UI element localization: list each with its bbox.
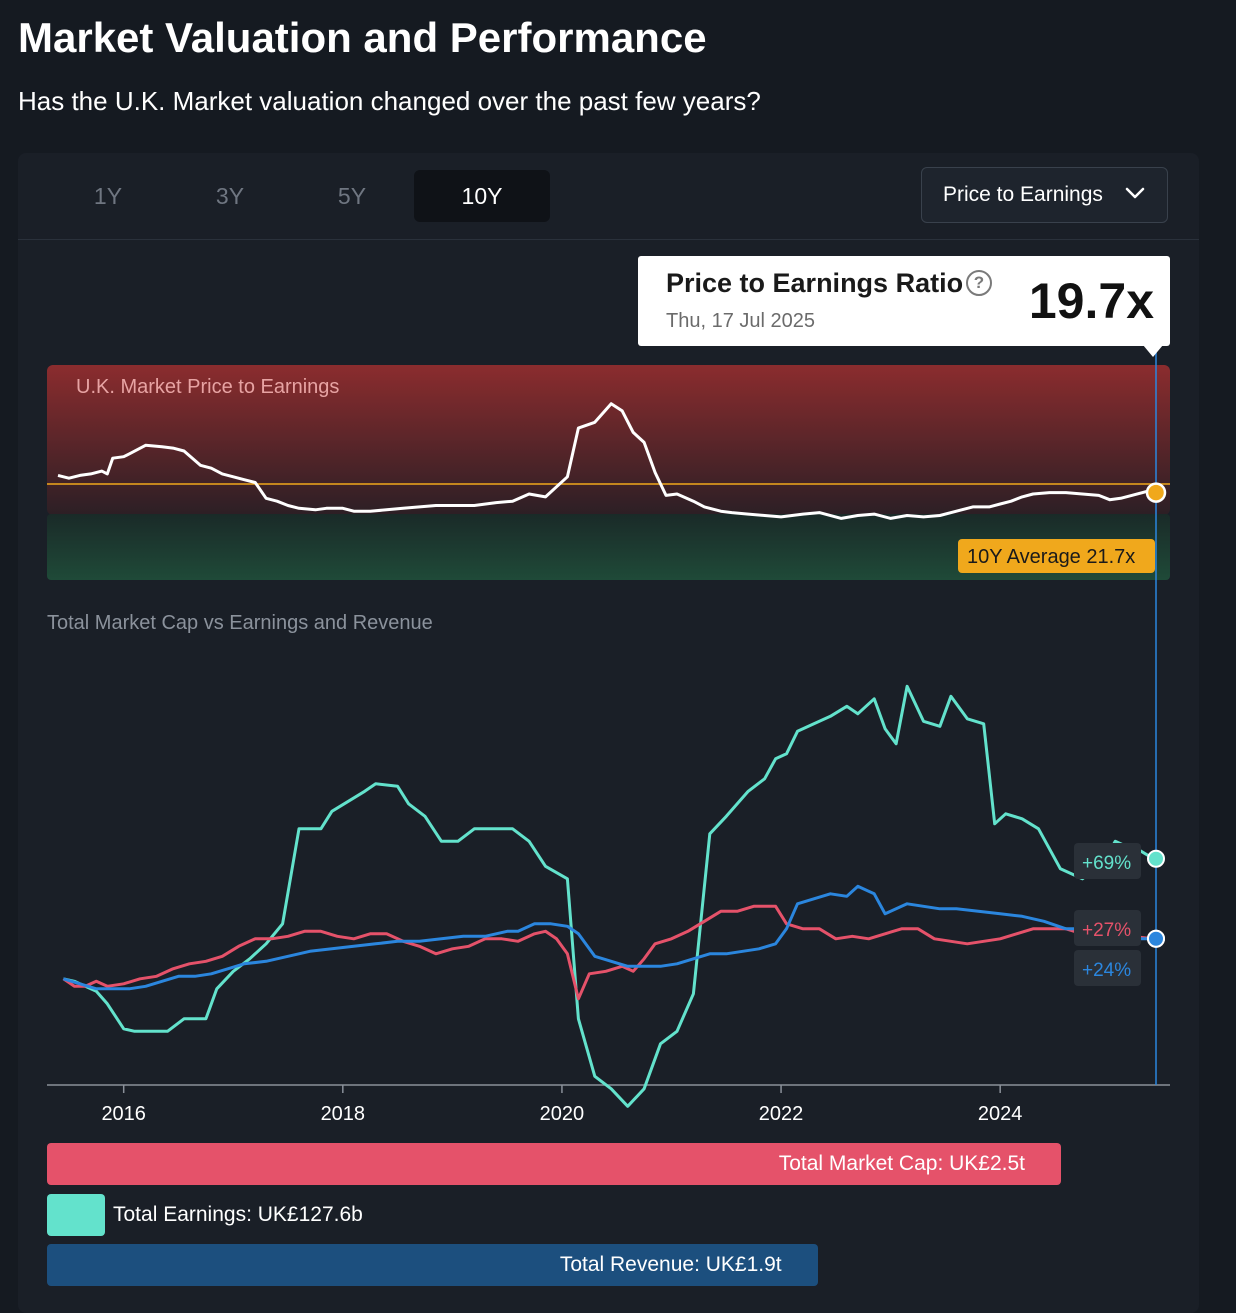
revenue-series-line <box>62 884 1154 991</box>
tooltip-title: Price to Earnings Ratio <box>666 268 964 298</box>
market-cap-series-line <box>62 904 1154 1001</box>
x-tick-label: 2018 <box>321 1103 366 1125</box>
earnings-bar-label: Total Earnings: UK£127.6b <box>113 1203 363 1226</box>
x-axis-ticks: 2016 2018 2020 2022 2024 <box>101 1085 1022 1125</box>
pe-average-badge: 10Y Average 21.7x <box>958 539 1155 573</box>
tab-10y[interactable]: 10Y <box>414 170 550 222</box>
x-tick-label: 2020 <box>540 1103 585 1125</box>
tooltip-value: 19.7x <box>1028 273 1154 329</box>
earnings-change-label: +69% <box>1082 853 1131 874</box>
tooltip-date: Thu, 17 Jul 2025 <box>666 310 815 332</box>
pe-series-line <box>57 402 1160 520</box>
x-tick-label: 2016 <box>101 1103 146 1125</box>
performance-chart-title: Total Market Cap vs Earnings and Revenue <box>47 612 433 634</box>
pe-current-marker <box>1145 482 1167 503</box>
tab-5y[interactable]: 5Y <box>337 183 367 209</box>
pe-chart-title: U.K. Market Price to Earnings <box>76 376 339 398</box>
metric-dropdown-label: Price to Earnings <box>943 183 1103 206</box>
metric-dropdown[interactable]: Price to Earnings <box>921 167 1168 223</box>
x-tick-label: 2022 <box>759 1103 804 1125</box>
pe-band-below-average <box>47 514 1170 580</box>
help-icon[interactable]: ? <box>966 270 992 296</box>
revenue-bar: Total Revenue: UK£1.9t <box>47 1244 818 1286</box>
x-tick-label: 2024 <box>978 1103 1023 1125</box>
market-cap-bar-label: Total Market Cap: UK£2.5t <box>778 1152 1025 1175</box>
earnings-bar <box>47 1194 105 1236</box>
revenue-bar-label: Total Revenue: UK£1.9t <box>559 1253 782 1276</box>
market-cap-bar: Total Market Cap: UK£2.5t <box>47 1143 1061 1185</box>
tab-1y[interactable]: 1Y <box>93 183 123 209</box>
earnings-change-badge: +69% <box>1074 843 1141 879</box>
earnings-series-line <box>63 684 1155 1108</box>
value-tooltip: Price to Earnings Ratio ? Thu, 17 Jul 20… <box>638 256 1170 346</box>
pe-average-label: 10Y Average 21.7x <box>967 546 1135 568</box>
revenue-change-badge: +24% <box>1074 950 1141 986</box>
tab-3y[interactable]: 3Y <box>215 183 245 209</box>
period-tabs: 1Y 3Y 5Y 10Y <box>18 153 1199 240</box>
tooltip-pointer <box>1143 345 1163 357</box>
page-subtitle: Has the U.K. Market valuation changed ov… <box>18 86 761 116</box>
pe-chart: U.K. Market Price to Earnings 10Y Averag… <box>47 365 1170 580</box>
chart-card <box>18 153 1199 1313</box>
chevron-down-icon <box>1125 186 1145 205</box>
pe-band-above-average <box>47 365 1170 515</box>
page-title: Market Valuation and Performance <box>18 14 707 61</box>
revenue-current-marker <box>1147 929 1165 948</box>
earnings-current-marker <box>1147 849 1165 868</box>
revenue-change-label: +24% <box>1082 960 1131 981</box>
performance-chart: Total Market Cap vs Earnings and Revenue… <box>47 612 1170 1125</box>
market-cap-change-badge: +27% <box>1074 910 1141 946</box>
market-cap-change-label: +27% <box>1082 920 1131 941</box>
